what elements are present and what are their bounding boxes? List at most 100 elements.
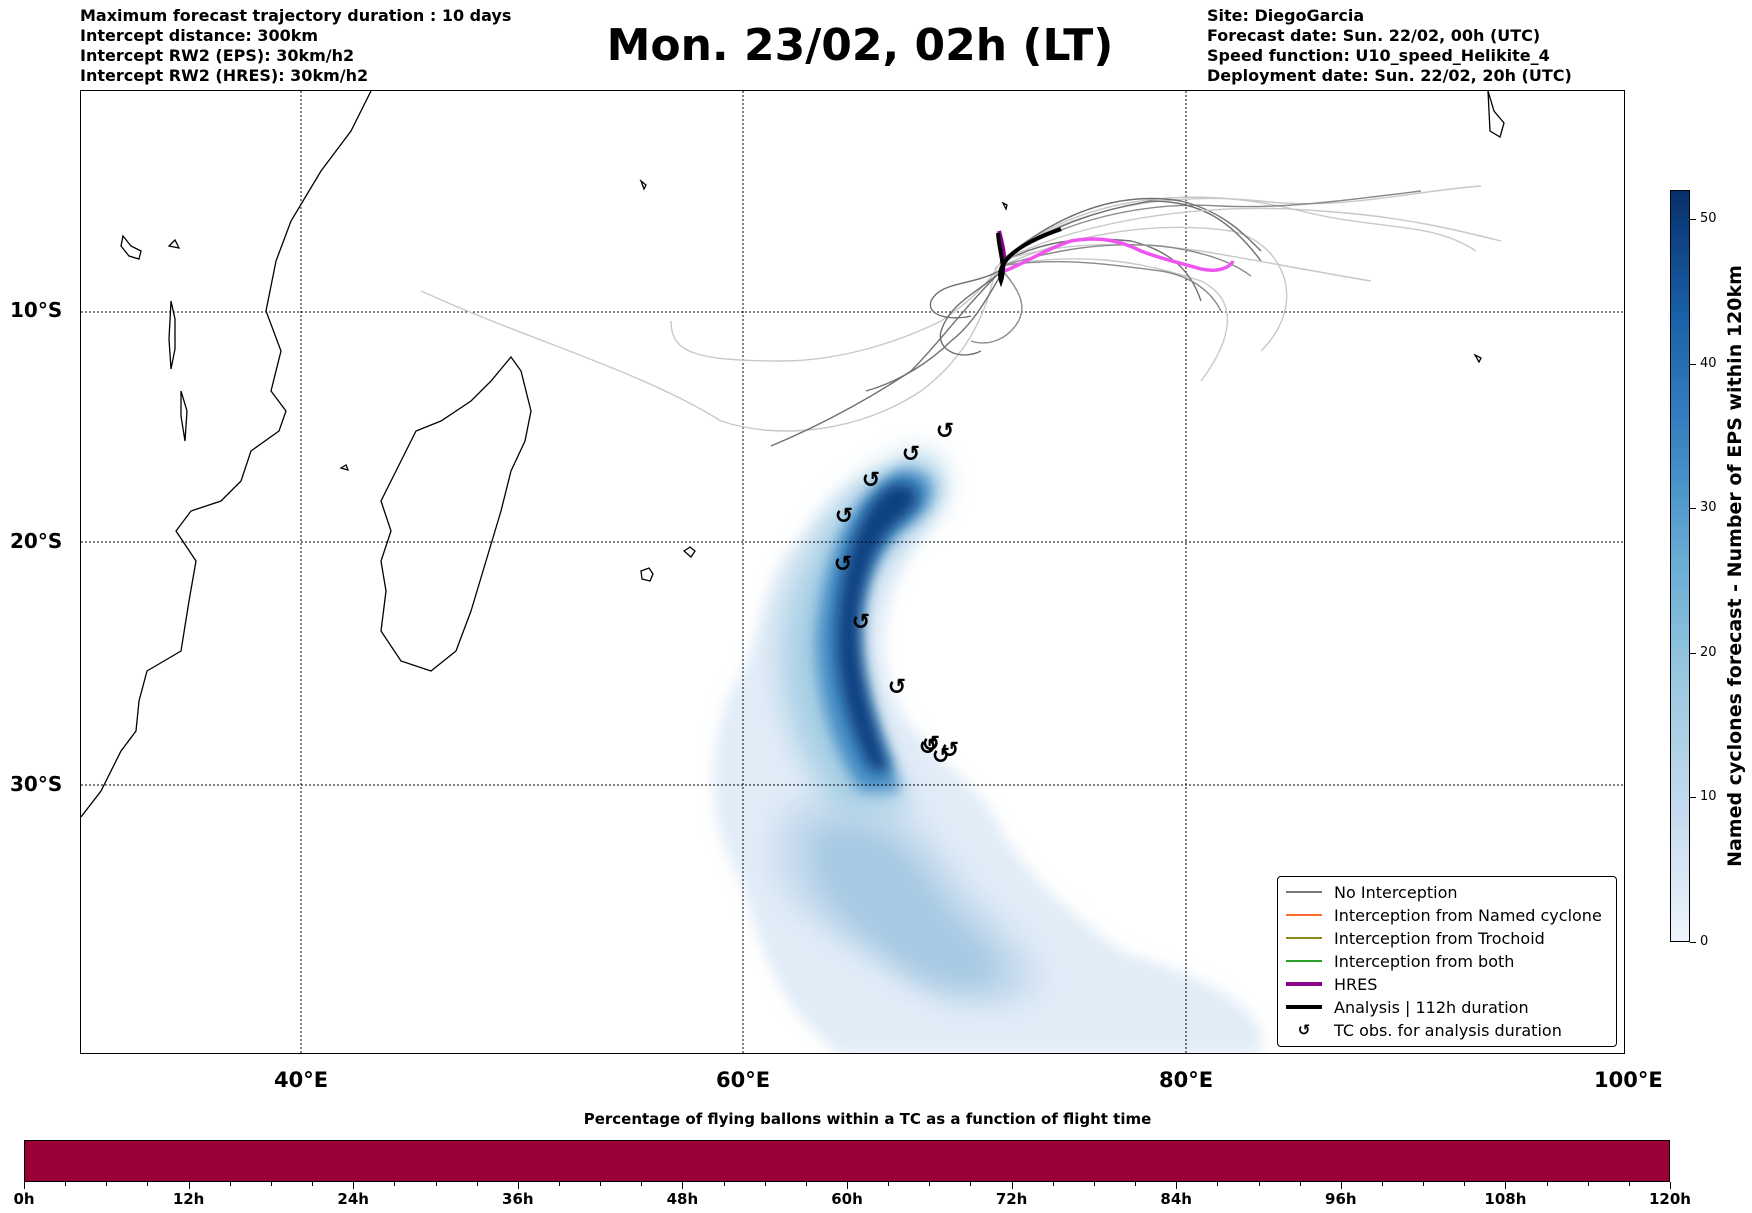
flight-time-major-tick	[1505, 1182, 1507, 1189]
legend-line-icon	[1286, 914, 1322, 916]
colorbar-tick	[1690, 652, 1696, 654]
flight-time-major-tick	[517, 1182, 519, 1189]
speed-function: Speed function: U10_speed_Helikite_4	[1207, 46, 1550, 65]
flight-time-minor-tick	[970, 1182, 972, 1186]
lon-label-40e: 40°E	[274, 1068, 329, 1092]
eps-trajectory	[970, 268, 1023, 344]
flight-time-minor-tick	[1628, 1182, 1630, 1186]
param-rw2-eps: Intercept RW2 (EPS): 30km/h2	[80, 46, 355, 65]
colorbar-tick	[1690, 942, 1696, 943]
flight-time-minor-tick	[476, 1182, 478, 1186]
lake-malawi	[180, 390, 188, 442]
legend-item-no-interception: No Interception	[1278, 881, 1458, 903]
flight-time-minor-tick	[600, 1182, 602, 1186]
tc-symbol-icon: ↺	[1297, 1021, 1311, 1039]
colorbar-tick	[1690, 797, 1696, 799]
flight-time-tick-label: 12h	[172, 1190, 205, 1208]
legend-label: No Interception	[1334, 882, 1458, 902]
lon-label-80e: 80°E	[1159, 1068, 1214, 1092]
param-intercept-distance: Intercept distance: 300km	[80, 26, 319, 45]
flight-time-minor-tick	[1135, 1182, 1137, 1186]
lon-label-100e: 100°E	[1594, 1068, 1663, 1092]
tc-obs-icon: ↺	[862, 468, 880, 493]
legend-item-named-cyclone: Interception from Named cyclone	[1278, 904, 1602, 926]
seychelles	[639, 179, 647, 191]
flight-time-minor-tick	[394, 1182, 396, 1186]
flight-time-major-tick	[1011, 1182, 1013, 1189]
colorbar-title: Named cyclones forecast - Number of EPS …	[1724, 265, 1746, 867]
density-colorbar	[1670, 190, 1690, 942]
tc-obs-icon: ↺	[932, 744, 950, 769]
chagos	[1001, 201, 1008, 211]
mauritius	[640, 567, 654, 582]
lon-label-60e: 60°E	[716, 1068, 771, 1092]
site-name: Site: DiegoGarcia	[1207, 6, 1365, 25]
deployment-date: Deployment date: Sun. 22/02, 20h (UTC)	[1207, 66, 1572, 85]
flight-time-minor-tick	[641, 1182, 643, 1186]
flight-time-minor-tick	[723, 1182, 725, 1186]
colorbar-tick-label: 0	[1700, 934, 1709, 949]
lake-victoria	[120, 234, 142, 260]
africa-coast	[81, 91, 372, 818]
eps-trajectory	[865, 270, 1004, 392]
flight-time-minor-tick	[1217, 1182, 1219, 1186]
flight-time-minor-tick	[1258, 1182, 1260, 1186]
flight-time-minor-tick	[929, 1182, 931, 1186]
lat-label-30s: 30°S	[10, 772, 63, 796]
tc-obs-icon: ↺	[919, 735, 937, 760]
eps-trajectory	[1000, 243, 1372, 282]
flight-time-minor-tick	[1423, 1182, 1425, 1186]
coastlines	[81, 91, 1505, 818]
legend-item-hres: HRES	[1278, 973, 1377, 995]
flight-time-tick-label: 72h	[995, 1190, 1028, 1208]
eps-trajectory	[670, 260, 1002, 362]
flight-time-major-tick	[847, 1182, 848, 1189]
flight-time-minor-tick	[435, 1182, 437, 1186]
tc-obs-icon: ↺	[941, 738, 959, 763]
legend-label: HRES	[1334, 974, 1378, 994]
eps-trajectory	[1000, 238, 1202, 302]
graticule	[81, 91, 1624, 1053]
tc-obs-icon: ↺	[888, 675, 906, 700]
flight-time-tick-label: 108h	[1484, 1190, 1527, 1208]
legend-label: Interception from Named cyclone	[1334, 905, 1602, 925]
site-info: Site: DiegoGarcia Forecast date: Sun. 22…	[1207, 6, 1572, 86]
flight-time-minor-tick	[270, 1182, 272, 1186]
flight-time-tick-label: 48h	[666, 1190, 699, 1208]
map-legend: No Interception Interception from Named …	[1277, 876, 1617, 1047]
flight-time-major-tick	[188, 1182, 190, 1189]
flight-time-minor-tick	[1381, 1182, 1383, 1186]
param-rw2-hres: Intercept RW2 (HRES): 30km/h2	[80, 66, 369, 85]
density-band-1	[781, 451, 944, 811]
lat-label-10s: 10°S	[10, 298, 63, 322]
map-panel[interactable]: ↺ ↺ ↺ ↺ ↺ ↺ ↺ ↺ ↺ ↺ ↺	[80, 90, 1625, 1054]
tc-obs-icon: ↺	[834, 552, 852, 577]
legend-item-trochoid: Interception from Trochoid	[1278, 927, 1545, 949]
colorbar-tick-label: 20	[1700, 644, 1717, 660]
flight-time-tick-label: 84h	[1160, 1190, 1192, 1208]
legend-item-both: Interception from both	[1278, 950, 1514, 972]
legend-line-icon	[1286, 982, 1322, 986]
flight-time-major-tick	[353, 1182, 355, 1189]
flight-time-minor-tick	[229, 1182, 231, 1186]
eps-trajectory	[1000, 197, 1262, 262]
density-core	[836, 482, 919, 771]
flight-time-major-tick	[1176, 1182, 1178, 1189]
flight-time-tick-label: 60h	[831, 1190, 863, 1208]
eps-trajectory	[939, 270, 1002, 356]
eps-trajectory	[420, 265, 997, 432]
flight-time-minor-tick	[65, 1182, 67, 1186]
flight-time-tick-label: 24h	[337, 1190, 369, 1208]
tc-obs-icon: ↺	[902, 442, 920, 467]
lat-label-20s: 20°S	[10, 529, 63, 553]
flight-time-tick-label: 36h	[502, 1190, 534, 1208]
flight-time-minor-tick	[312, 1182, 314, 1186]
flight-time-minor-tick	[805, 1182, 807, 1186]
legend-item-tc-obs: ↺ TC obs. for analysis duration	[1278, 1019, 1562, 1041]
eps-trajectory	[1000, 196, 1477, 262]
legend-line-icon	[1286, 1005, 1322, 1009]
eps-trajectory	[1000, 207, 1502, 262]
legend-label: Interception from both	[1334, 951, 1515, 971]
hres-trajectory	[998, 237, 1235, 275]
tc-obs-icon: ↺	[936, 419, 954, 444]
